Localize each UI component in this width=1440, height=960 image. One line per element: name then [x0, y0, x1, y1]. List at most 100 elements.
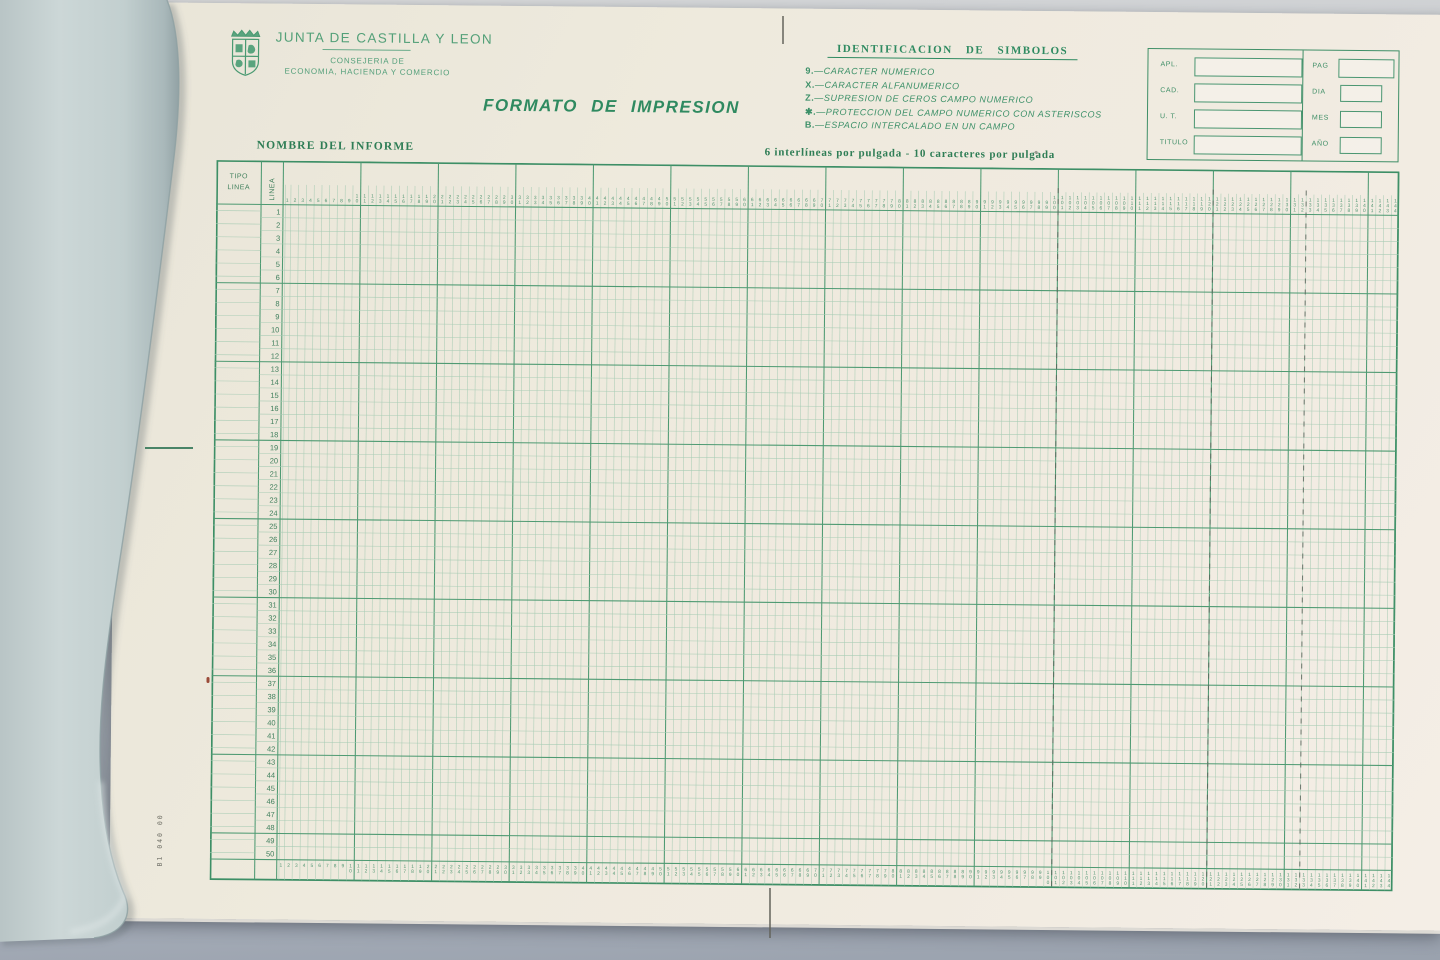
- svg-text:7: 7: [868, 873, 871, 879]
- svg-text:6: 6: [628, 871, 631, 877]
- svg-text:1: 1: [1380, 873, 1383, 879]
- svg-text:2: 2: [442, 864, 445, 870]
- svg-text:9: 9: [961, 874, 964, 880]
- svg-text:4: 4: [611, 196, 614, 202]
- svg-text:2: 2: [371, 199, 374, 205]
- svg-text:9: 9: [1022, 200, 1025, 206]
- svg-text:9: 9: [658, 201, 661, 207]
- svg-text:0: 0: [1109, 876, 1112, 882]
- svg-text:6: 6: [805, 198, 808, 204]
- svg-text:3: 3: [1076, 205, 1079, 211]
- svg-text:5: 5: [735, 197, 738, 203]
- svg-text:3: 3: [276, 234, 280, 243]
- svg-text:6: 6: [1332, 208, 1335, 214]
- ano-label: AÑO: [1311, 140, 1329, 148]
- svg-text:7: 7: [952, 204, 955, 210]
- svg-text:4: 4: [1084, 205, 1087, 211]
- svg-text:8: 8: [899, 869, 902, 875]
- titulo-field: TITULO: [1160, 135, 1302, 156]
- svg-text:1: 1: [357, 868, 360, 874]
- svg-text:2: 2: [830, 873, 833, 879]
- svg-text:1: 1: [1186, 871, 1189, 877]
- svg-text:1: 1: [1101, 871, 1104, 877]
- ut-field: U. T.: [1160, 109, 1303, 130]
- svg-text:1: 1: [418, 194, 421, 200]
- svg-text:2: 2: [1255, 202, 1258, 208]
- svg-text:6: 6: [396, 869, 399, 875]
- svg-text:8: 8: [945, 199, 948, 205]
- svg-text:3: 3: [295, 863, 298, 869]
- svg-text:2: 2: [1271, 877, 1274, 883]
- svg-text:0: 0: [1093, 875, 1096, 881]
- svg-text:1: 1: [1255, 197, 1258, 203]
- svg-text:6: 6: [783, 873, 786, 879]
- svg-text:1: 1: [1240, 872, 1243, 878]
- svg-text:7: 7: [1185, 206, 1188, 212]
- svg-text:4: 4: [1078, 880, 1081, 886]
- svg-text:2: 2: [1270, 202, 1273, 208]
- svg-text:8: 8: [1264, 882, 1267, 888]
- svg-text:2: 2: [465, 864, 468, 870]
- svg-text:4: 4: [380, 869, 383, 875]
- svg-text:0: 0: [1101, 876, 1104, 882]
- top-registration-mark: [782, 16, 784, 44]
- svg-text:9: 9: [1007, 200, 1010, 206]
- svg-text:3: 3: [1231, 207, 1234, 213]
- svg-text:1: 1: [1070, 870, 1073, 876]
- svg-text:8: 8: [960, 204, 963, 210]
- svg-text:5: 5: [782, 202, 785, 208]
- svg-text:3: 3: [301, 198, 304, 204]
- svg-text:4: 4: [620, 866, 623, 872]
- svg-text:0: 0: [1069, 200, 1072, 206]
- svg-text:9: 9: [806, 873, 809, 879]
- svg-text:0: 0: [1124, 881, 1127, 887]
- svg-text:1: 1: [1186, 876, 1189, 882]
- svg-text:5: 5: [682, 867, 685, 873]
- svg-text:4: 4: [628, 866, 631, 872]
- svg-text:5: 5: [689, 197, 692, 203]
- svg-text:3: 3: [921, 204, 924, 210]
- svg-text:8: 8: [644, 871, 647, 877]
- svg-text:6: 6: [712, 202, 715, 208]
- svg-text:1: 1: [356, 193, 359, 199]
- org-divider: [322, 49, 411, 51]
- apl-field: APL.: [1160, 57, 1303, 78]
- svg-text:2: 2: [365, 868, 368, 874]
- svg-text:0: 0: [582, 871, 585, 877]
- svg-text:0: 0: [1092, 200, 1095, 206]
- svg-text:3: 3: [520, 865, 523, 871]
- svg-text:2: 2: [604, 201, 607, 207]
- svg-text:7: 7: [890, 199, 893, 205]
- svg-text:8: 8: [923, 869, 926, 875]
- svg-text:7: 7: [883, 198, 886, 204]
- svg-text:1: 1: [1163, 871, 1166, 877]
- svg-text:4: 4: [1162, 206, 1165, 212]
- svg-text:1: 1: [1078, 870, 1081, 876]
- svg-text:3: 3: [549, 195, 552, 201]
- svg-text:5: 5: [1324, 208, 1327, 214]
- svg-text:5: 5: [1169, 206, 1172, 212]
- svg-text:7: 7: [853, 868, 856, 874]
- svg-text:3: 3: [527, 865, 530, 871]
- svg-text:2: 2: [427, 864, 430, 870]
- svg-text:46: 46: [266, 797, 274, 806]
- svg-text:5: 5: [465, 869, 468, 875]
- svg-text:1: 1: [1372, 873, 1375, 879]
- svg-text:3: 3: [1324, 203, 1327, 209]
- svg-text:8: 8: [1186, 881, 1189, 887]
- svg-text:1: 1: [1364, 873, 1367, 879]
- symbols-heading: IDENTIFICACION DE SIMBOLOS: [827, 42, 1078, 61]
- svg-text:1: 1: [1341, 873, 1344, 879]
- svg-text:1: 1: [667, 871, 670, 877]
- svg-text:0: 0: [1279, 882, 1282, 888]
- svg-text:6: 6: [766, 197, 769, 203]
- svg-text:5: 5: [697, 197, 700, 203]
- svg-text:7: 7: [1340, 208, 1343, 214]
- svg-text:14: 14: [270, 378, 278, 387]
- svg-text:0: 0: [1053, 200, 1056, 206]
- svg-text:1: 1: [1092, 195, 1095, 201]
- svg-text:3: 3: [526, 195, 529, 201]
- svg-text:1: 1: [1270, 197, 1273, 203]
- svg-text:7: 7: [859, 198, 862, 204]
- svg-text:0: 0: [814, 873, 817, 879]
